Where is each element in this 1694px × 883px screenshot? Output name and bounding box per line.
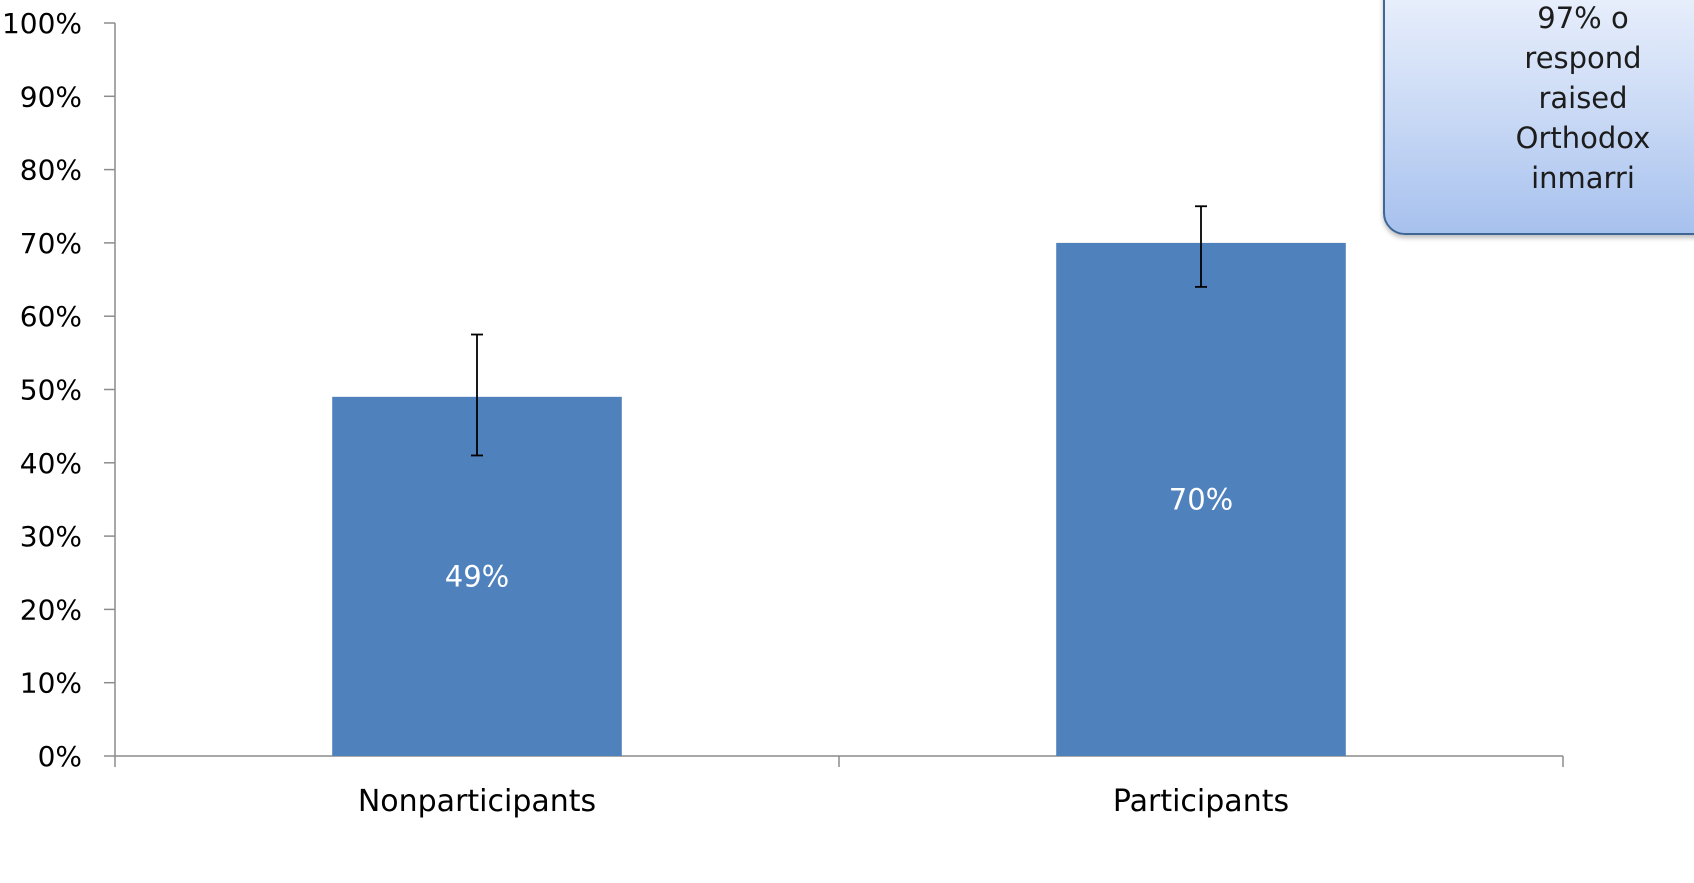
y-tick-label: 20%: [20, 593, 82, 626]
y-tick-label: 50%: [20, 374, 82, 407]
x-category-label: Participants: [1113, 784, 1289, 819]
bar: [332, 396, 622, 756]
y-tick-label: 60%: [20, 300, 82, 333]
callout-line: respond: [1524, 41, 1642, 75]
data-label: 70%: [1169, 482, 1233, 516]
callout-line: Orthodox: [1515, 121, 1651, 155]
y-tick-label: 100%: [2, 7, 82, 40]
y-tick-label: 70%: [20, 227, 82, 260]
y-tick-label: 90%: [20, 80, 82, 113]
annotation-callout: 97% o respond raised Orthodox inmarri: [1383, 0, 1694, 235]
data-label: 49%: [445, 559, 509, 593]
y-tick-label: 0%: [38, 740, 82, 773]
y-tick-label: 40%: [20, 447, 82, 480]
y-tick-label: 80%: [20, 154, 82, 187]
callout-line: 97% o: [1537, 1, 1629, 35]
x-category-label: Nonparticipants: [358, 784, 596, 819]
y-tick-label: 30%: [20, 520, 82, 553]
bar: [1056, 242, 1346, 756]
callout-line: inmarri: [1531, 161, 1635, 195]
callout-line: raised: [1538, 81, 1628, 115]
y-tick-label: 10%: [20, 667, 82, 700]
